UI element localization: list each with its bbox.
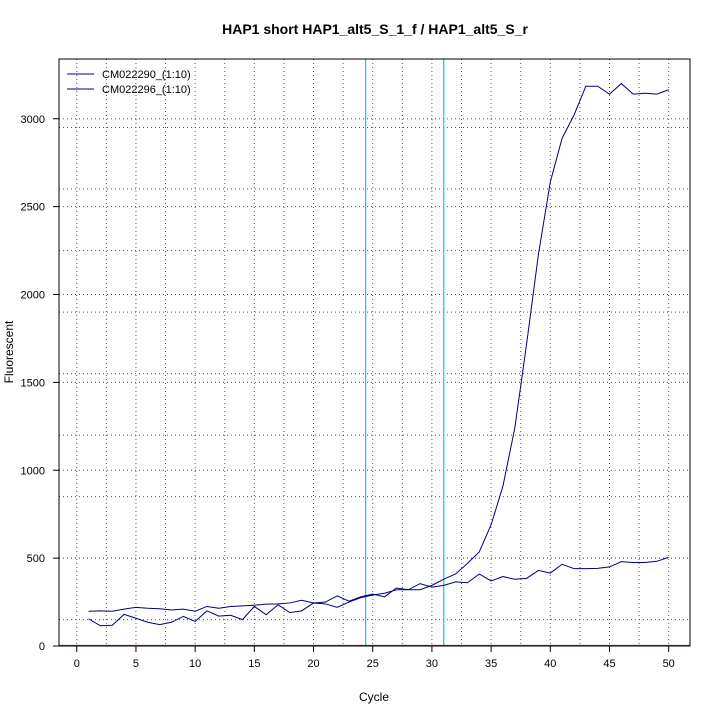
x-tick-label: 25	[367, 658, 379, 670]
y-tick-label: 3000	[21, 114, 45, 126]
grid-lines	[59, 59, 690, 646]
x-tick-label: 20	[307, 658, 319, 670]
y-tick-label: 500	[27, 553, 45, 565]
x-tick-label: 0	[74, 658, 80, 670]
y-tick-label: 2500	[21, 202, 45, 214]
plot-frame	[58, 58, 691, 647]
y-tick-label: 1000	[21, 465, 45, 477]
x-tick-label: 5	[133, 658, 139, 670]
y-axis-label: Fluorescent	[2, 320, 16, 383]
data-series	[88, 82, 669, 627]
legend-label: CM022296_(1:10)	[102, 84, 191, 96]
x-tick-label: 10	[189, 658, 201, 670]
y-tick-label: 0	[39, 641, 45, 653]
axes: 0 5 10 15 20 25 30 35 40 45 5005001000150020002500…	[21, 58, 691, 670]
x-tick-label: 45	[603, 658, 615, 670]
x-tick-label: 35	[485, 658, 497, 670]
x-axis-label: Cycle	[359, 690, 389, 704]
y-tick-label: 1500	[21, 377, 45, 389]
legend-label: CM022290_(1:10)	[102, 69, 191, 81]
x-tick-label: 50	[663, 658, 675, 670]
series-line-1	[88, 82, 669, 627]
chart-title: HAP1 short HAP1_alt5_S_1_f / HAP1_alt5_S…	[222, 21, 528, 37]
series-line-2	[88, 556, 669, 612]
y-tick-label: 2000	[21, 290, 45, 302]
x-tick-label: 40	[544, 658, 556, 670]
legend: CM022290_(1:10) CM022296_(1:10)	[67, 69, 191, 96]
x-tick-label: 30	[426, 658, 438, 670]
x-tick-label: 15	[248, 658, 260, 670]
